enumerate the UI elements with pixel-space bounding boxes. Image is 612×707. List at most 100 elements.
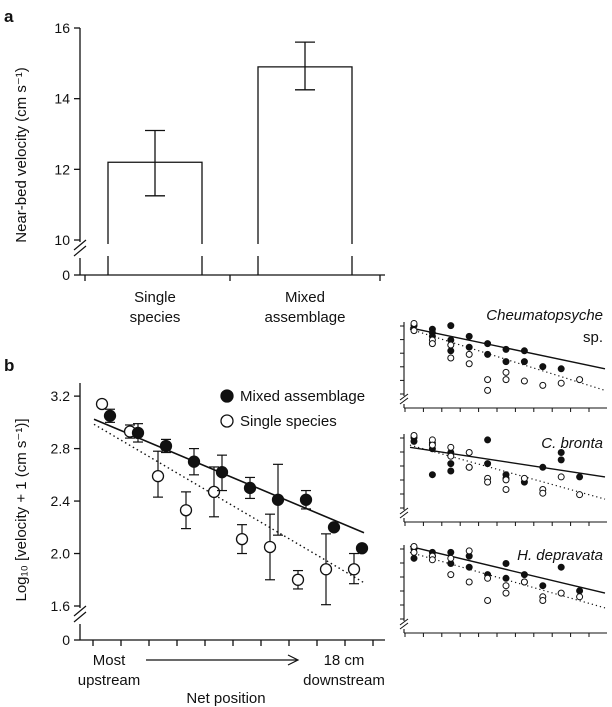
inset-point-mixed xyxy=(576,473,584,481)
y-tick-label: 3.2 xyxy=(51,388,71,404)
legend: Mixed assemblage Single species xyxy=(220,388,365,430)
axis-break xyxy=(73,245,87,257)
inset-point-mixed xyxy=(520,347,528,355)
inset-point-mixed xyxy=(557,449,565,456)
inset-point-single xyxy=(410,431,418,439)
inset-title: H. depravata xyxy=(517,547,603,564)
data-point-single xyxy=(151,469,165,483)
bar-break-gap xyxy=(199,244,205,256)
data-point-single xyxy=(207,485,221,499)
inset-point-mixed xyxy=(557,365,565,373)
y-tick-label: 12 xyxy=(54,161,70,177)
inset-point-single xyxy=(557,473,565,481)
inset-axis-break xyxy=(399,618,409,626)
x-start-label: upstream xyxy=(78,672,141,689)
inset-fit-line-single xyxy=(409,328,606,391)
inset-axis-break xyxy=(399,507,409,515)
inset-point-mixed xyxy=(539,582,547,590)
axis-break xyxy=(73,239,87,251)
inset-point-mixed xyxy=(502,358,510,366)
inset-point-single xyxy=(502,368,510,376)
inset-point-single xyxy=(428,556,436,564)
data-point-single xyxy=(263,540,277,554)
panel-b-scatter-chart: 1.6 2.0 2.4 2.8 3.2 0 Log₁₀ [velocity + 1 (cm … xyxy=(13,383,385,707)
inset-point-single xyxy=(428,441,436,449)
inset-point-single xyxy=(576,376,584,384)
y-tick-label: 2.0 xyxy=(51,546,71,562)
inset-point-single xyxy=(539,381,547,389)
inset-point-single xyxy=(502,589,510,597)
inset-point-mixed xyxy=(502,574,510,582)
x-category-label: species xyxy=(130,309,181,326)
inset-point-single xyxy=(484,574,492,582)
inset-point-single xyxy=(465,547,473,555)
inset-point-mixed xyxy=(484,436,492,444)
inset-point-mixed xyxy=(465,332,473,340)
inset-point-single xyxy=(465,463,473,471)
inset-point-single xyxy=(410,548,418,556)
y-tick-label: 14 xyxy=(54,91,70,107)
inset-point-single xyxy=(557,379,565,387)
inset-point-single xyxy=(447,354,455,362)
inset-axis-break xyxy=(399,622,409,630)
inset-point-mixed xyxy=(520,358,528,366)
data-point-single xyxy=(291,573,305,586)
inset-fit-line-mixed xyxy=(409,446,606,478)
inset-point-mixed xyxy=(447,467,455,475)
data-point-mixed xyxy=(103,409,117,422)
y-axis-label: Near-bed velocity (cm s⁻¹) xyxy=(13,67,30,242)
data-point-mixed xyxy=(355,542,369,555)
panel-label-a: a xyxy=(4,7,14,26)
fit-line-single xyxy=(93,423,365,584)
y-tick-label: 2.8 xyxy=(51,441,71,457)
inset-point-mixed xyxy=(576,587,584,595)
legend-label-mixed: Mixed assemblage xyxy=(240,388,365,405)
y-tick-label: 2.4 xyxy=(51,493,71,509)
bar xyxy=(257,66,353,275)
inset-point-mixed xyxy=(539,363,547,371)
inset-point-single xyxy=(410,319,418,327)
axis-break xyxy=(73,611,87,623)
data-point-single xyxy=(95,397,109,411)
data-point-mixed xyxy=(327,521,341,534)
x-category-label: Single xyxy=(134,289,176,306)
inset-point-single xyxy=(484,386,492,394)
inset-point-single xyxy=(465,449,473,456)
bar-break-gap xyxy=(349,244,355,256)
y-tick-label: 16 xyxy=(54,20,70,36)
inset-axis-break xyxy=(399,511,409,519)
data-point-mixed xyxy=(299,493,313,506)
inset-point-single xyxy=(502,476,510,484)
data-point-mixed xyxy=(131,426,145,439)
inset-point-mixed xyxy=(502,560,510,567)
inset-point-mixed xyxy=(539,463,547,471)
legend-marker-mixed xyxy=(220,389,234,403)
inset-point-single xyxy=(520,474,528,482)
inset-point-single xyxy=(465,350,473,358)
x-category-label: Mixed xyxy=(285,289,325,306)
inset-point-single xyxy=(447,571,455,579)
inset-point-single xyxy=(447,452,455,460)
x-end-label: 18 cm xyxy=(324,652,365,669)
y-axis-label: Log₁₀ [velocity + 1 (cm s⁻¹)] xyxy=(13,418,30,601)
inset-point-mixed xyxy=(447,322,455,330)
inset-axis-break xyxy=(399,397,409,405)
inset-point-mixed xyxy=(465,563,473,571)
inset-point-single xyxy=(410,327,418,335)
inset-point-mixed xyxy=(557,563,565,571)
inset-point-single xyxy=(465,578,473,586)
legend-label-single: Single species xyxy=(240,413,337,430)
inset-point-single xyxy=(520,377,528,385)
inset-point-single xyxy=(484,597,492,604)
inset-title-suffix: sp. xyxy=(583,329,603,346)
inset-point-single xyxy=(428,340,436,348)
inset-point-mixed xyxy=(410,554,418,562)
inset-title: Cheumatopsyche xyxy=(486,307,603,324)
inset-point-single xyxy=(576,593,584,601)
panel-a-bar-chart: 10 12 14 16 0 Near-bed velocity (cm s⁻¹) Singl… xyxy=(13,20,385,326)
x-axis-label: Net position xyxy=(186,690,265,707)
inset-point-mixed xyxy=(447,460,455,468)
inset-point-single xyxy=(465,360,473,368)
inset-point-single xyxy=(484,376,492,384)
